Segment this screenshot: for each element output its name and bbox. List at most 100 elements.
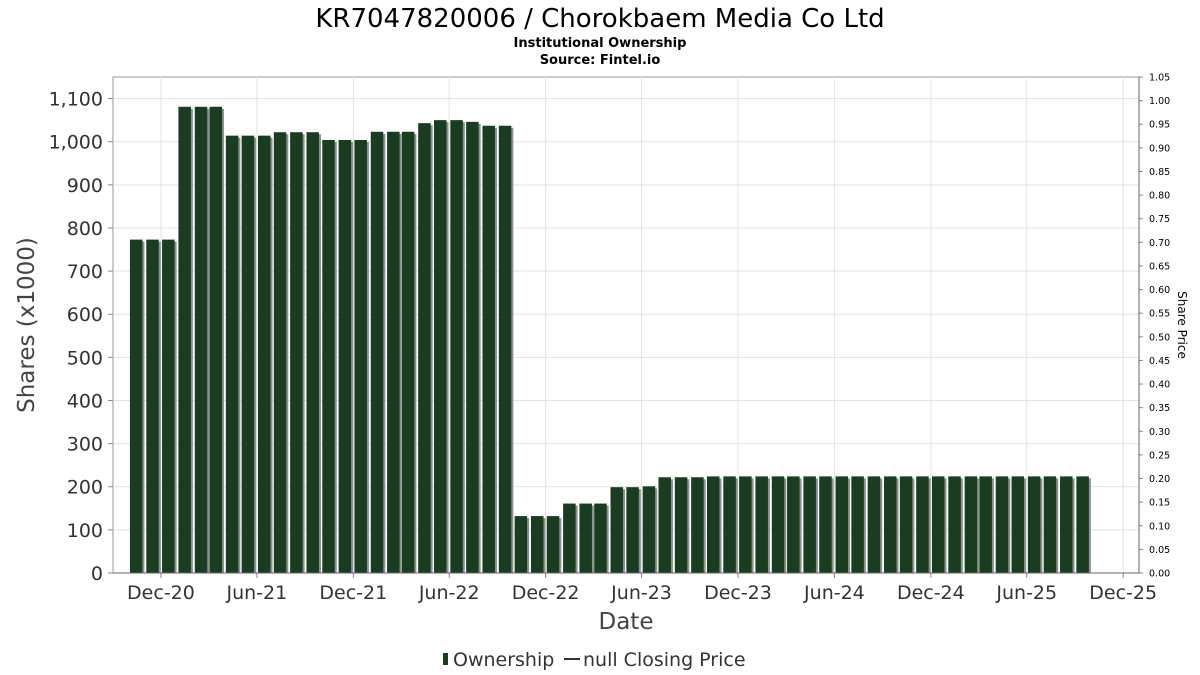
y-tick-label: 900 (67, 175, 103, 197)
ownership-bar (964, 476, 978, 573)
legend: Ownership null Closing Price (443, 649, 746, 671)
ownership-bar (931, 476, 945, 573)
ownership-bar (129, 239, 143, 573)
chart-subtitle-line-2: Source: Fintel.io (540, 53, 661, 68)
y-tick-label: 1,100 (49, 89, 103, 111)
ownership-bar (979, 476, 992, 573)
ownership-bar (851, 476, 864, 573)
ownership-bar (739, 476, 752, 573)
ownership-bar (514, 516, 528, 573)
ownership-bar (338, 139, 352, 573)
ownership-bar (178, 106, 191, 573)
y-axis-label: Shares (x1000) (14, 237, 40, 413)
ownership-bar (162, 239, 175, 573)
legend-closing-price-label: null Closing Price (583, 649, 746, 671)
ownership-bar (674, 477, 688, 573)
right-axis-ticks: 0.00 0.05 0.10 0.15 0.20 0.25 0.30 0.35 0.40 0.45… (1139, 73, 1170, 580)
ownership-bar (194, 106, 208, 573)
y2-tick-label: 0.60 (1149, 285, 1170, 296)
ownership-bar (579, 503, 592, 573)
x-tick-label: Dec-23 (704, 582, 772, 604)
ownership-bar (387, 131, 400, 574)
ownership-bar (995, 476, 1009, 573)
y2-tick-label: 1.05 (1149, 73, 1170, 84)
chart-title: KR7047820006 / Chorokbaem Media Co Ltd (315, 4, 884, 34)
ownership-bar (1011, 476, 1025, 573)
ownership-bar (771, 476, 785, 573)
y-tick-label: 400 (67, 390, 103, 412)
y-tick-label: 500 (67, 347, 103, 369)
ownership-bar (610, 487, 624, 573)
right-axis-label: Share Price (1175, 291, 1189, 359)
ownership-bar (498, 125, 512, 573)
x-tick-label: Jun-25 (995, 582, 1057, 604)
ownership-bar (916, 476, 929, 573)
ownership-bar (803, 476, 816, 573)
y2-tick-label: 0.20 (1149, 474, 1170, 485)
left-axis-ticks: 0 100 200 300 400 500 600 700 800 900 1,000 1,100 (49, 89, 113, 585)
ownership-bar (787, 476, 800, 573)
y-tick-label: 0 (91, 563, 103, 585)
ownership-bar (241, 135, 255, 573)
y-tick-label: 800 (67, 218, 103, 240)
chart-subtitle-line-1: Institutional Ownership (514, 36, 687, 51)
ownership-bar (273, 132, 287, 573)
ownership-bar (1027, 476, 1041, 573)
x-tick-label: Dec-24 (897, 582, 965, 604)
x-tick-label: Jun-21 (225, 582, 287, 604)
legend-ownership-swatch (443, 653, 448, 665)
y2-tick-label: 0.40 (1149, 380, 1170, 391)
y2-tick-label: 0.25 (1149, 450, 1170, 461)
ownership-bar (306, 132, 319, 573)
ownership-bar (706, 476, 720, 573)
x-tick-label: Dec-22 (512, 582, 580, 604)
y2-tick-label: 0.45 (1149, 356, 1170, 367)
ownership-bar (563, 503, 576, 573)
y2-tick-label: 0.75 (1149, 214, 1170, 225)
ownership-bar (546, 516, 560, 573)
y2-tick-label: 0.30 (1149, 427, 1170, 438)
y-tick-label: 300 (67, 434, 103, 456)
ownership-bar (433, 120, 447, 573)
ownership-bar (370, 131, 384, 574)
ownership-bar (867, 476, 881, 573)
y2-tick-label: 0.15 (1149, 498, 1170, 509)
ownership-bar (594, 503, 607, 573)
ownership-bar (755, 476, 768, 573)
y2-tick-label: 0.90 (1149, 143, 1170, 154)
ownership-bar (835, 476, 849, 573)
y2-tick-label: 0.95 (1149, 120, 1170, 131)
y2-tick-label: 0.35 (1149, 403, 1170, 414)
ownership-bar (450, 120, 463, 573)
y2-tick-label: 0.50 (1149, 332, 1170, 343)
legend-ownership-label: Ownership (453, 649, 554, 671)
y2-tick-label: 0.80 (1149, 191, 1170, 202)
x-axis-ticks: Dec-20 Jun-21 Dec-21 Jun-22 Dec-22 Jun-23 Dec-… (127, 573, 1157, 604)
ownership-bar (257, 135, 271, 573)
y-tick-label: 1,000 (49, 132, 103, 154)
ownership-bar (723, 476, 736, 573)
ownership-bar (401, 131, 415, 574)
y2-tick-label: 0.10 (1149, 521, 1170, 532)
ownership-bar (225, 135, 239, 573)
ownership-bar (418, 123, 431, 573)
y2-tick-label: 0.65 (1149, 261, 1170, 272)
ownership-bar (626, 487, 639, 573)
y2-tick-label: 0.70 (1149, 238, 1170, 249)
x-tick-label: Dec-20 (127, 582, 195, 604)
x-tick-label: Dec-21 (319, 582, 387, 604)
y-tick-label: 100 (67, 520, 103, 542)
ownership-bar (482, 125, 495, 573)
ownership-bar (948, 476, 961, 573)
ownership-bars (129, 106, 1091, 574)
ownership-bar (1060, 476, 1073, 573)
ownership-bar (691, 477, 704, 573)
y2-tick-label: 0.55 (1149, 309, 1170, 320)
ownership-bar (322, 139, 335, 573)
x-axis-label: Date (599, 609, 654, 635)
ownership-bar (819, 476, 832, 573)
y-tick-label: 700 (67, 261, 103, 283)
ownership-bar (290, 132, 303, 573)
ownership-bar (354, 139, 367, 573)
